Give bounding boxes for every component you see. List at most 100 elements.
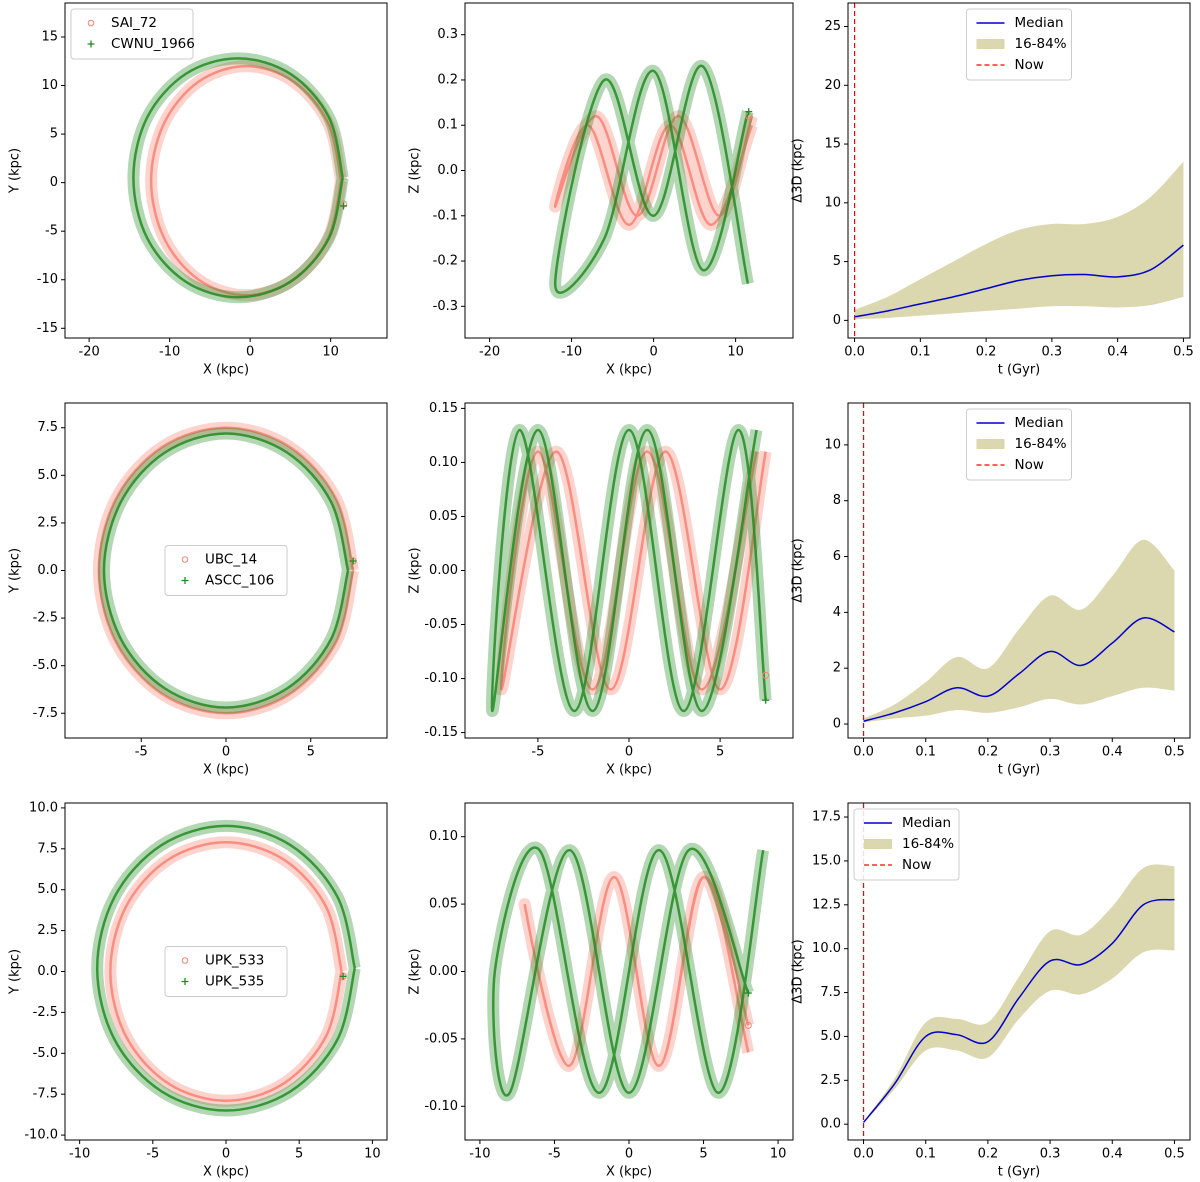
y-axis-label: Δ3D (kpc) bbox=[791, 138, 806, 202]
x-tick-label: -5 bbox=[548, 1147, 561, 1162]
y-axis-label: Δ3D (kpc) bbox=[791, 939, 806, 1003]
current-position bbox=[762, 671, 770, 679]
x-tick-label: 0.3 bbox=[1042, 345, 1063, 360]
axes-frame bbox=[64, 802, 388, 1141]
legend-label: Now bbox=[1015, 57, 1044, 73]
x-tick-label: -5 bbox=[531, 745, 544, 760]
legend-label: Median bbox=[1015, 415, 1064, 431]
axes-frame bbox=[847, 2, 1191, 339]
x-tick-label: 5 bbox=[699, 1147, 707, 1162]
x-tick-label: 0.1 bbox=[915, 1147, 936, 1162]
orbit-line bbox=[523, 875, 750, 1068]
legend-marker bbox=[181, 978, 189, 985]
orbit-line bbox=[102, 432, 350, 709]
x-tick-label: 10 bbox=[727, 345, 744, 360]
median-line bbox=[854, 244, 1184, 318]
y-tick-label: 0.0 bbox=[437, 163, 458, 178]
x-tick-label: 0.2 bbox=[978, 1147, 999, 1162]
y-tick-label: 0.0 bbox=[37, 964, 58, 979]
x-axis-label: X (kpc) bbox=[203, 1165, 249, 1180]
plot-area bbox=[127, 52, 349, 304]
panel: -10 -5 0 5 10 -0.10 -0.05 0.00 0.05 0.10 X (kpc) Z … bbox=[408, 802, 794, 1180]
current-position bbox=[349, 557, 357, 565]
plot-area bbox=[486, 424, 772, 717]
axes-frame bbox=[464, 402, 794, 739]
orbit-line bbox=[95, 824, 357, 1112]
y-tick-label: 12.5 bbox=[812, 897, 841, 912]
y-tick-label: 7.5 bbox=[37, 841, 58, 856]
y-tick-label: 0.2 bbox=[437, 72, 458, 87]
y-tick-label: 0.05 bbox=[429, 897, 458, 912]
orbit-line bbox=[553, 114, 754, 227]
legend: Median 16-84% Now bbox=[966, 8, 1072, 81]
x-tick-label: -5 bbox=[146, 1147, 159, 1162]
orbit-line bbox=[553, 65, 750, 294]
x-axis-label: t (Gyr) bbox=[998, 1165, 1041, 1180]
x-tick-label: 5 bbox=[295, 1147, 303, 1162]
x-tick-label: 0 bbox=[222, 1147, 230, 1162]
y-tick-label: 10 bbox=[41, 78, 58, 93]
legend-label: UBC_14 bbox=[205, 552, 257, 568]
axes-frame bbox=[847, 802, 1191, 1141]
x-tick-label: 0.3 bbox=[1040, 745, 1061, 760]
y-tick-label: 0.0 bbox=[37, 563, 58, 578]
legend-marker bbox=[864, 839, 892, 849]
x-tick-label: 0.4 bbox=[1102, 745, 1123, 760]
x-axis-label: X (kpc) bbox=[606, 763, 652, 778]
legend-label: ASCC_106 bbox=[205, 573, 274, 589]
y-axis-label: Δ3D (kpc) bbox=[791, 538, 806, 602]
x-axis-label: t (Gyr) bbox=[998, 363, 1041, 378]
legend-label: Median bbox=[902, 815, 951, 831]
y-tick-label: 0 bbox=[833, 313, 841, 328]
x-tick-label: -10 bbox=[561, 345, 582, 360]
plot-area bbox=[92, 421, 359, 720]
x-tick-label: 0 bbox=[649, 345, 657, 360]
legend-label: CWNU_1966 bbox=[111, 36, 195, 52]
legend-box bbox=[853, 808, 960, 881]
y-tick-label: 25 bbox=[824, 19, 841, 34]
x-tick-label: 0.5 bbox=[1164, 745, 1185, 760]
x-tick-label: 5 bbox=[716, 745, 724, 760]
percentile-band bbox=[854, 161, 1184, 320]
orbit-line bbox=[109, 841, 343, 1102]
axes-frame bbox=[847, 402, 1191, 739]
y-tick-label: -5.0 bbox=[33, 1046, 58, 1061]
y-tick-label: 10 bbox=[824, 437, 841, 452]
y-tick-label: 15.0 bbox=[812, 853, 841, 868]
y-tick-label: 2.5 bbox=[820, 1073, 841, 1088]
legend-marker bbox=[181, 957, 189, 964]
x-axis-label: X (kpc) bbox=[606, 1165, 652, 1180]
y-tick-label: -10 bbox=[37, 272, 58, 287]
panel: -10 -5 0 5 10 -10.0 -7.5 -5.0 -2.5 0.0 2.5 5.0 7.5 10… bbox=[8, 800, 388, 1180]
y-tick-label: 5 bbox=[833, 254, 841, 269]
legend-label: UPK_535 bbox=[205, 974, 264, 990]
axes-frame bbox=[64, 2, 388, 339]
legend-box bbox=[70, 8, 194, 60]
legend-label: SAI_72 bbox=[111, 15, 157, 31]
x-tick-label: -20 bbox=[79, 345, 100, 360]
x-tick-label: -10 bbox=[69, 1147, 90, 1162]
current-position bbox=[340, 202, 348, 210]
x-tick-label: -20 bbox=[479, 345, 500, 360]
x-tick-label: 10 bbox=[364, 1147, 381, 1162]
panel: 0.0 0.1 0.2 0.3 0.4 0.5 0 5 10 15 20 25 t (Gyr) Δ3D (… bbox=[791, 2, 1194, 378]
x-tick-label: 0 bbox=[625, 1147, 633, 1162]
y-tick-label: 0.1 bbox=[437, 118, 458, 133]
current-position bbox=[744, 1021, 752, 1029]
y-tick-label: -7.5 bbox=[33, 1087, 58, 1102]
y-tick-label: 5.0 bbox=[820, 1029, 841, 1044]
legend-label: 16-84% bbox=[902, 836, 954, 852]
panel: 0.0 0.1 0.2 0.3 0.4 0.5 0.0 2.5 5.0 7.5 10.0 12.5 15… bbox=[791, 802, 1191, 1180]
x-tick-label: -5 bbox=[135, 745, 148, 760]
y-tick-label: 8 bbox=[833, 493, 841, 508]
x-tick-label: 0.0 bbox=[844, 345, 865, 360]
axes-frame bbox=[64, 402, 388, 739]
y-tick-label: -0.15 bbox=[424, 725, 458, 740]
x-tick-label: 0.1 bbox=[910, 345, 931, 360]
legend: UPK_533 UPK_535 bbox=[164, 946, 288, 997]
x-axis-label: t (Gyr) bbox=[998, 763, 1041, 778]
panel: -5 0 5 -7.5 -5.0 -2.5 0.0 2.5 5.0 7.5 X (kpc) Y (kp… bbox=[8, 402, 388, 778]
legend-marker bbox=[87, 19, 95, 27]
legend-box bbox=[966, 8, 1072, 81]
